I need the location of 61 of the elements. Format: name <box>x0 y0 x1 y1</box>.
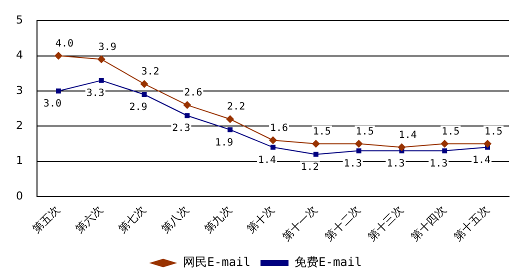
point <box>140 80 148 88</box>
point <box>54 52 62 60</box>
point <box>312 140 320 148</box>
legend-label: 免费E-mail <box>294 255 362 270</box>
data-label: 1.5 <box>484 126 503 138</box>
point <box>184 113 190 118</box>
data-label: 2.9 <box>129 102 148 114</box>
point <box>270 144 276 150</box>
y-tick-label: 0 <box>16 189 23 202</box>
point <box>398 143 406 152</box>
data-label: 4.0 <box>55 38 74 50</box>
data-label: 3.9 <box>98 42 116 53</box>
point <box>269 136 277 144</box>
x-tick-label: 第十五次 <box>451 203 492 244</box>
data-label: 1.3 <box>386 158 405 170</box>
x-tick-label: 第五次 <box>30 203 63 236</box>
data-label: 1.4 <box>398 130 417 141</box>
data-label: 1.5 <box>312 126 331 138</box>
x-tick-label: 第九次 <box>202 203 234 236</box>
y-tick-label: 4 <box>16 48 23 62</box>
x-tick-label: 第七次 <box>116 203 148 236</box>
point <box>183 101 192 110</box>
data-label: 3.0 <box>43 98 62 110</box>
x-tick-label: 第十四次 <box>408 203 449 244</box>
data-label: 3.2 <box>141 66 160 78</box>
y-tick-label: 5 <box>16 13 23 26</box>
y-tick-label: 2 <box>16 119 23 132</box>
data-label: 1.9 <box>215 137 234 148</box>
data-label: 1.3 <box>430 158 448 170</box>
data-label: 1.6 <box>270 122 288 134</box>
point <box>313 152 318 157</box>
data-label: 1.4 <box>258 154 276 166</box>
point <box>226 115 234 124</box>
data-label: 1.2 <box>300 162 319 173</box>
data-label: 1.5 <box>442 126 460 138</box>
data-label: 3.3 <box>86 88 104 100</box>
x-tick-label: 第六次 <box>72 203 106 236</box>
y-tick-label: 1 <box>16 154 23 168</box>
point <box>98 78 104 83</box>
data-label: 2.2 <box>227 102 246 113</box>
point <box>356 148 362 154</box>
point <box>142 92 147 97</box>
x-tick-label: 第十三次 <box>366 203 406 244</box>
point <box>484 140 492 148</box>
point <box>228 127 233 132</box>
data-label: 1.3 <box>344 158 362 170</box>
point <box>442 148 448 154</box>
y-tick-label: 3 <box>16 84 23 97</box>
x-tick-label: 第十二次 <box>322 203 363 244</box>
x-tick-label: 第八次 <box>158 203 192 236</box>
point <box>97 55 106 64</box>
legend-label: 网民E-mail <box>183 255 251 270</box>
point <box>354 140 363 148</box>
data-label: 2.6 <box>184 88 202 99</box>
x-tick-label: 第十次 <box>244 203 278 236</box>
point <box>56 88 61 94</box>
data-label: 1.4 <box>472 154 491 166</box>
data-label: 2.3 <box>172 123 190 134</box>
x-tick-label: 第十一次 <box>280 203 320 244</box>
data-label: 1.5 <box>356 126 374 138</box>
point <box>440 140 449 148</box>
